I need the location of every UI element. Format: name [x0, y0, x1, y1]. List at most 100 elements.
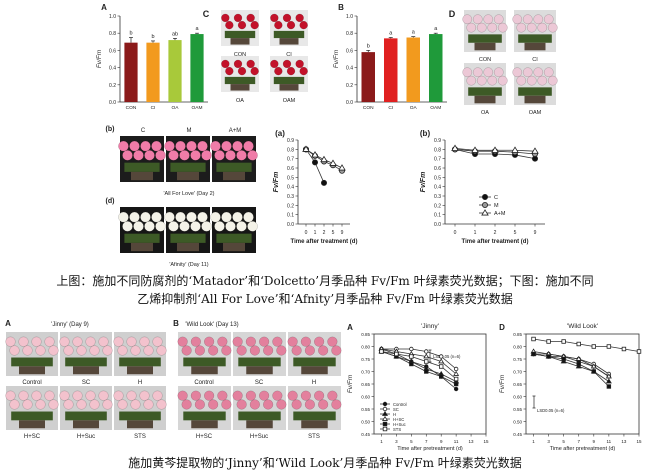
line-chart-WildLook-point-s4 [606, 384, 612, 389]
photo-b-A+M-bloom [225, 150, 236, 161]
photo-jinny-H-bloom [156, 345, 167, 356]
line-chart-Jinny-legend-marker [382, 401, 388, 407]
photo-jinny-H+SC-vase [19, 420, 45, 429]
photo-b-C-vase [131, 171, 153, 181]
line-chart-WildLook-point-s4 [576, 361, 581, 367]
line-chart-Jinny-ytick-label: 0.55 [361, 407, 370, 412]
photo-jinny-Control-bloom [44, 336, 55, 347]
bar-chart-B-ytick-label: 0.4 [346, 66, 353, 72]
line-chart-b_line-point-s2 [491, 146, 499, 153]
photo-D-OAM-bloom [526, 75, 537, 86]
photo-D-OA-bloom [497, 75, 508, 86]
line-chart-WildLook-ytick-label: 0.85 [513, 332, 522, 337]
photo-wildlook-Control-bloom [194, 345, 205, 356]
photo-C-label: CI [286, 52, 292, 58]
bar-chart-A-panel-letter: A [101, 3, 107, 12]
photo-jinny-SC-bloom [59, 336, 70, 347]
line-chart-b_line-ytick-label: 0.4 [434, 185, 441, 191]
photo-C-label: CON [234, 52, 246, 58]
photo-d-1 [164, 207, 212, 253]
photo-jinny-Control-bloom [22, 345, 33, 356]
line-chart-Jinny-panel-letter: A [347, 323, 353, 332]
photo-jinny-H+SC-bloom [48, 399, 59, 410]
photo-D-OAM-bloom [516, 75, 527, 86]
line-chart-Jinny-legend-marker [382, 421, 388, 427]
photo-d-2 [210, 207, 258, 253]
caption-line-1: 上图：施加不同防腐剂的‘Matador’和‘Dolcetto’月季品种 Fv/F… [56, 274, 594, 288]
photo-jinny-SC-bloom [102, 345, 113, 356]
line-chart-Jinny-point-s1 [439, 354, 444, 359]
photo-wildlook-SC-bloom [263, 345, 274, 356]
photo-jinny-STS-bloom [139, 390, 150, 401]
photo-wildlook-H+Suc-bloom [245, 390, 256, 401]
photo-jinny-H-bloom [152, 336, 163, 347]
photo-b-A+M-bloom [221, 140, 232, 152]
line-chart-a-ytick-label: 0.0 [287, 222, 294, 228]
line-chart-Jinny-point-s3 [453, 370, 460, 376]
line-chart-b_line-xtick-label: 0 [454, 230, 457, 236]
bar-chart-B-sig-letter: a [434, 26, 438, 32]
line-chart-Jinny-point-s4 [438, 374, 444, 379]
photo-wildlook-H+SC-bloom [221, 399, 232, 410]
photo-C-label: OA [236, 98, 244, 104]
photo-C-OAM-foliage [273, 76, 305, 85]
photo-C-CI-bloom [286, 20, 296, 30]
photo-D-OA-bloom [472, 67, 483, 78]
photo-D-label: CON [479, 57, 491, 63]
line-chart-WildLook-title: 'Wild Look' [567, 323, 598, 330]
line-chart-a-ylabel: Fv/Fm [273, 172, 280, 193]
photo-wildlook-Control [177, 332, 232, 376]
line-chart-Jinny-point-s0 [453, 386, 459, 392]
photo-d-0-bloom [144, 221, 155, 232]
line-chart-Jinny-ylabel: Fv/Fm [347, 374, 354, 393]
photo-jinny-SC-bloom [89, 345, 100, 356]
bar-chart-B-ytick-label: 0.6 [346, 48, 353, 54]
photo-jinny-STS-bloom [152, 390, 163, 401]
photo-C-CI-bloom [282, 13, 292, 23]
photo-d-0-bloom [129, 211, 140, 223]
bar-chart-B-bar-CON [361, 52, 375, 102]
line-chart-Jinny-ytick-label: 0.50 [361, 420, 370, 425]
line-chart-a-xtick-label: 0 [305, 230, 308, 236]
line-chart-b_line-legend-marker [481, 209, 489, 216]
photo-b-M-bloom [190, 150, 201, 161]
photo-wildlook-H+Suc-bloom [263, 399, 274, 410]
photo-b-M [164, 136, 212, 182]
line-chart-WildLook-ytick-label: 0.70 [513, 370, 522, 375]
line-chart-b_line-ytick-label: 0.9 [434, 138, 441, 144]
bar-chart-B-panel-letter: B [338, 3, 344, 12]
photo-b-A+M-bloom [210, 140, 221, 152]
line-chart-WildLook-xtick-label: 9 [593, 439, 596, 444]
photo-jinny-H-bloom [139, 336, 150, 347]
line-chart-Jinny-point-s4 [424, 369, 429, 374]
line-chart-WildLook-panel-letter: D [499, 323, 505, 332]
photo-jinny-label: H+Suc [77, 434, 95, 440]
photo-jinny-H+Suc-bloom [63, 399, 74, 410]
photo-C-CON-bloom [246, 13, 255, 23]
photo-wildlook-H+SC-bloom [217, 390, 228, 401]
photo-wildlook-Control-bloom [204, 336, 215, 347]
line-chart-Jinny-point-s4 [409, 361, 414, 367]
line-chart-WildLook-ytick-label: 0.55 [513, 407, 522, 412]
photo-wildlook-Control-vase [191, 366, 218, 375]
photo-jinny-SC-bloom [76, 345, 87, 356]
bar-chart-A-category-label: OAM [192, 105, 203, 111]
photo-jinny-Control-bloom [35, 345, 46, 356]
photo-wildlook-Control-bloom [217, 336, 228, 347]
line-chart-WildLook-point-s5 [591, 344, 596, 349]
photo-wildlook-STS-bloom [300, 390, 311, 401]
photo-d-2-bloom [232, 211, 243, 223]
photo-wildlook-Control-bloom [221, 345, 232, 356]
line-chart-b_line-ytick-label: 0.8 [434, 147, 441, 153]
line-chart-Jinny-series-line-3 [381, 348, 457, 375]
photo-d-2-bloom [243, 211, 254, 223]
photo-jinny-H+Suc-bloom [72, 390, 83, 401]
photo-D-OAM-bloom [522, 67, 533, 78]
line-chart-Jinny-ytick-label: 0.60 [361, 395, 370, 400]
photo-D-CI [512, 10, 558, 52]
photo-C-CON [221, 10, 259, 46]
photo-C-CI-bloom [295, 13, 304, 23]
photo-D-CON-bloom [487, 22, 498, 33]
bar-chart-A-bar-OAM [190, 34, 204, 103]
